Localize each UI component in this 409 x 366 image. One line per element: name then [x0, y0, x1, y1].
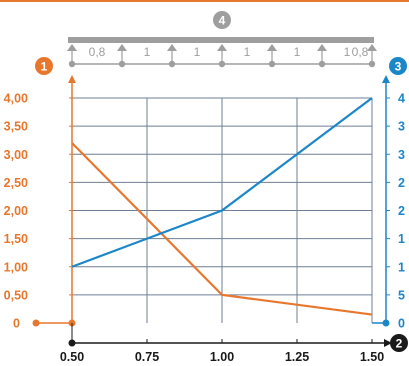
beam-badge-label: 4: [219, 14, 226, 28]
left-axis-arrow: [68, 75, 76, 83]
right-tick-label-3: 1: [398, 232, 405, 246]
left-tick-label-6: 3,00: [4, 148, 28, 162]
beam-support-5: [317, 44, 327, 51]
left-tick-label-8: 4,00: [4, 92, 28, 106]
beam-node-1: [118, 60, 126, 68]
plot: 0 0,50 1,00 1,50 2,00 2,50 3,00 3,50 4,00 0 5 1 1 2 2 3…: [4, 75, 405, 364]
x-axis-badge: [390, 334, 408, 352]
left-axis-badge: [35, 57, 53, 75]
right-tick-label-5: 2: [398, 176, 405, 190]
right-axis-badge: [389, 57, 407, 75]
left-tick-label-2: 1,00: [4, 260, 28, 274]
beam-support-2: [167, 44, 177, 51]
left-tick-label-4: 2,00: [4, 204, 28, 218]
right-axis-badge-label: 3: [395, 60, 402, 74]
x-axis-badge-group: 2: [390, 334, 408, 352]
right-tick-label-6: 3: [398, 148, 405, 162]
beam-badge: [213, 11, 231, 29]
x-tick-label-4: 1.50: [360, 350, 384, 364]
beam-span-label-6: 0,8: [352, 45, 369, 59]
left-axis-badge-label: 1: [41, 60, 48, 74]
right-tick-label-4: 2: [398, 204, 405, 218]
beam-node-3: [218, 60, 226, 68]
right-tick-label-2: 1: [398, 260, 405, 274]
left-axis-zero-dot: [32, 319, 40, 327]
beam-support-1: [117, 44, 127, 51]
left-tick-label-0: 0: [13, 317, 20, 331]
beam-diagram: 4 0,8 1 1 1 1 1 0,8: [67, 11, 377, 68]
beam-span-label-5: 1: [344, 45, 351, 59]
beam-node-6: [368, 60, 376, 68]
left-tick-label-3: 1,50: [4, 232, 28, 246]
beam-node-5: [318, 60, 326, 68]
beam-bar: [68, 37, 374, 43]
beam-node-2: [168, 60, 176, 68]
x-tick-label-3: 1.25: [285, 350, 309, 364]
right-tick-label-0: 0: [398, 317, 405, 331]
beam-support-6: [367, 44, 377, 51]
beam-node-0: [68, 60, 76, 68]
right-tick-label-8: 4: [398, 92, 405, 106]
left-tick-label-1: 0,50: [4, 288, 28, 302]
top-accent-bar: [0, 0, 409, 2]
right-axis-arrow: [382, 75, 390, 83]
beam-span-label-4: 1: [294, 45, 301, 59]
left-tick-label-5: 2,50: [4, 176, 28, 190]
left-axis-badge-group: 1: [35, 57, 53, 75]
beam-span-label-0: 0,8: [89, 45, 106, 59]
right-tick-label-7: 3: [398, 120, 405, 134]
x-tick-label-2: 1.00: [210, 350, 234, 364]
beam-span-label-3: 1: [244, 45, 251, 59]
series-line-1: [71, 97, 373, 268]
right-axis-origin-dot: [382, 319, 390, 327]
beam-span-label-2: 1: [194, 45, 201, 59]
beam-support-3: [217, 44, 227, 51]
right-axis-badge-group: 3: [389, 57, 407, 75]
beam-support-0: [67, 44, 77, 51]
beam-span-label-1: 1: [144, 45, 151, 59]
left-tick-label-7: 3,50: [4, 120, 28, 134]
beam-support-4: [267, 44, 277, 51]
beam-node-4: [268, 60, 276, 68]
series-line-0: [71, 142, 373, 316]
right-tick-label-1: 5: [398, 288, 405, 302]
x-tick-label-1: 0.75: [135, 350, 159, 364]
x-axis-arrow: [384, 339, 392, 347]
x-tick-label-0: 0.50: [60, 350, 84, 364]
x-axis-badge-label: 2: [396, 337, 403, 351]
